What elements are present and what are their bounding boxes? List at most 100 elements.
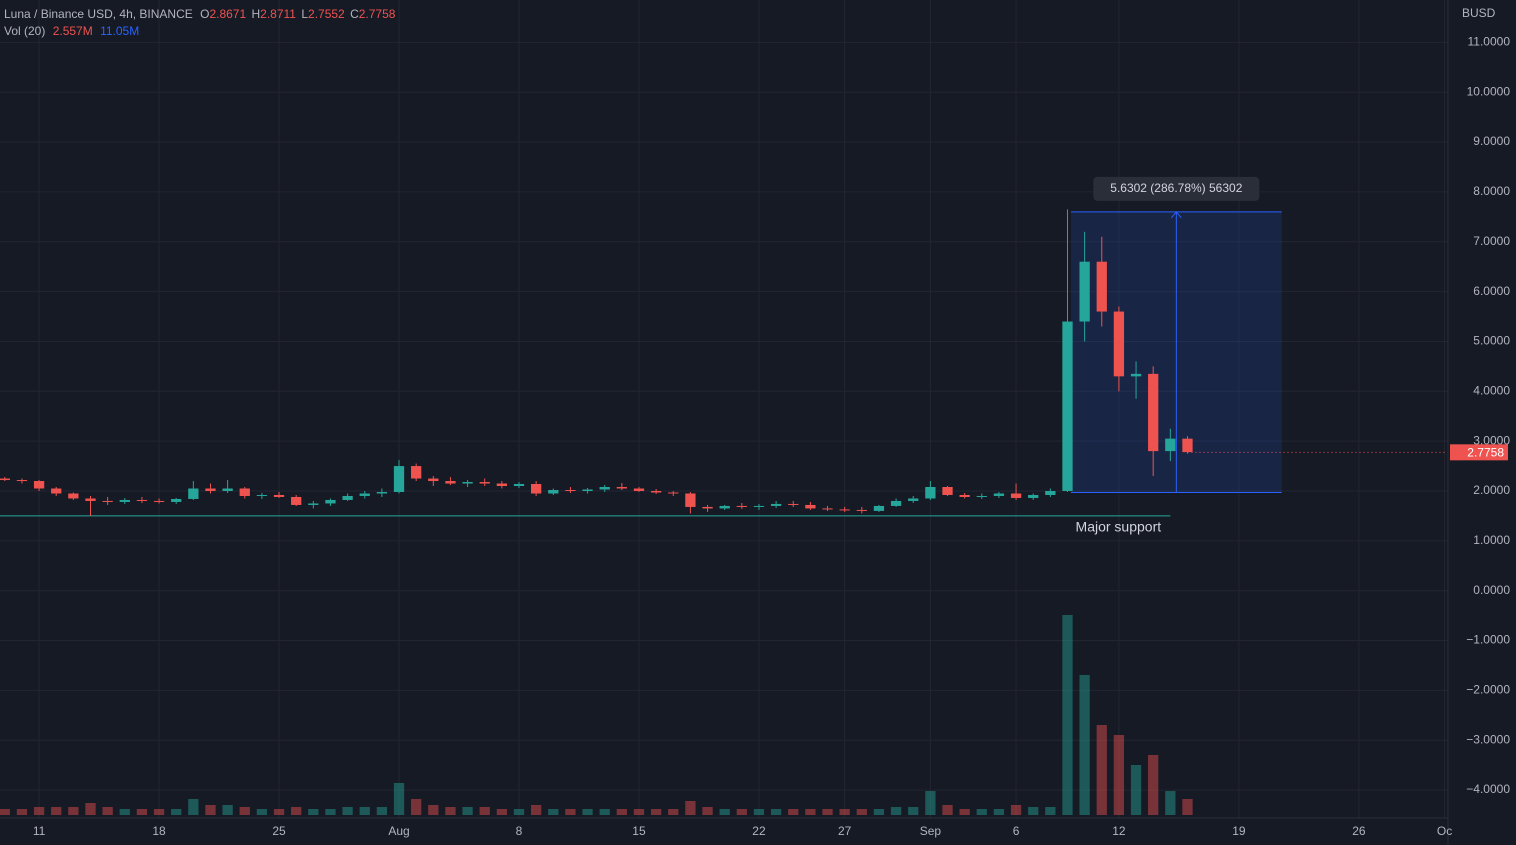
volume-bar: [1045, 807, 1056, 815]
volume-bar: [770, 809, 782, 815]
legend-header: Luna / Binance USD, 4h, BINANCE O2.8671 …: [4, 7, 396, 21]
y-tick-label: −4.0000: [1466, 782, 1510, 796]
x-tick-label: 19: [1232, 824, 1246, 838]
volume-bar: [188, 799, 199, 815]
volume-bar: [1113, 735, 1125, 815]
x-tick-label: 12: [1112, 824, 1126, 838]
candle-body: [1148, 373, 1159, 452]
y-tick-label: 11.0000: [1468, 35, 1511, 49]
y-tick-label: 6.0000: [1473, 284, 1510, 298]
candle-body: [839, 509, 850, 511]
volume-bar: [1096, 725, 1107, 815]
y-tick-label: 3.0000: [1473, 433, 1510, 447]
volume-bar: [668, 809, 679, 815]
volume-bar: [942, 805, 953, 815]
candle-body: [1096, 261, 1107, 312]
candle-body: [650, 490, 662, 493]
x-tick-label: Oc: [1437, 824, 1452, 838]
volume-bar: [376, 807, 388, 815]
candle-body: [685, 493, 696, 507]
legend-title: Luna / Binance USD, 4h, BINANCE: [4, 7, 193, 21]
candle-body: [1079, 261, 1090, 322]
volume-bar: [393, 783, 405, 815]
candle-body: [33, 481, 45, 489]
volume-bar: [239, 807, 250, 815]
x-tick-label: 26: [1352, 824, 1366, 838]
candle-body: [102, 500, 113, 502]
candle-body: [1010, 493, 1022, 498]
candle-body: [770, 503, 782, 506]
candle-body: [308, 503, 319, 505]
candle-body: [16, 480, 28, 482]
candle-body: [531, 484, 542, 494]
volume-bar: [325, 809, 336, 815]
candle-body: [805, 504, 816, 509]
volume-bar: [119, 809, 130, 815]
x-tick-label: 8: [516, 824, 523, 838]
volume-bar: [136, 809, 148, 815]
volume-bar: [0, 809, 10, 815]
candle-body: [736, 505, 747, 507]
volume-bar: [856, 809, 867, 815]
candle-body: [599, 487, 610, 490]
volume-bar: [153, 809, 165, 815]
candle-body: [68, 493, 79, 499]
volume-bar: [582, 809, 593, 815]
candle-body: [616, 487, 627, 489]
volume-bar: [565, 809, 576, 815]
candle-body: [445, 481, 456, 484]
ohlc-key: L: [301, 7, 308, 21]
volume-bar: [736, 809, 747, 815]
y-tick-label: 7.0000: [1473, 234, 1510, 248]
ohlc-value: 2.7552: [308, 7, 345, 21]
volume-bar: [85, 803, 96, 815]
volume-bar: [171, 809, 182, 815]
y-tick-label: 4.0000: [1473, 383, 1510, 397]
volume-bar: [650, 809, 662, 815]
candle-body: [411, 466, 422, 479]
measure-arrow-head: [1170, 211, 1182, 219]
volume-bar: [359, 807, 370, 815]
volume-name: Vol (20): [4, 24, 45, 38]
volume-bar: [616, 809, 627, 815]
volume-value: 2.557M: [53, 24, 93, 38]
candle-body: [119, 499, 130, 502]
volume-bar: [1148, 755, 1159, 815]
candle-body: [942, 487, 953, 495]
volume-bar: [1165, 791, 1176, 815]
candle-body: [205, 488, 216, 491]
volume-bar: [51, 807, 62, 815]
candle-body: [188, 488, 199, 499]
ohlc-key: H: [252, 7, 261, 21]
volume-bar: [479, 807, 490, 815]
x-tick-label: 18: [152, 824, 166, 838]
volume-bar: [531, 805, 542, 815]
candle-body: [51, 488, 62, 494]
candle-body: [873, 505, 885, 511]
x-tick-label: 15: [632, 824, 646, 838]
volume-bar: [16, 809, 28, 815]
measure-label-box: [1093, 176, 1260, 201]
ohlc-key: O: [200, 7, 209, 21]
candle-body: [462, 482, 473, 484]
ohlc-value: 2.8711: [260, 7, 296, 21]
volume-bar: [462, 807, 473, 815]
y-tick-label: 5.0000: [1473, 334, 1510, 348]
x-tick-label: Sep: [920, 824, 942, 838]
candle-body: [0, 478, 10, 481]
candle-body: [959, 494, 970, 497]
candle-body: [291, 496, 302, 505]
ohlc-value: 2.8671: [209, 7, 246, 21]
ohlc-value: 2.7758: [359, 7, 396, 21]
volume-bar: [685, 801, 696, 815]
candle-body: [993, 493, 1005, 496]
candle-body: [513, 484, 525, 487]
volume-bar: [1182, 799, 1193, 815]
volume-bar: [719, 809, 730, 815]
candle-body: [1182, 438, 1193, 453]
candle-body: [325, 499, 336, 504]
candle-body: [890, 500, 902, 506]
candle-body: [633, 488, 645, 491]
volume-bar: [256, 809, 268, 815]
